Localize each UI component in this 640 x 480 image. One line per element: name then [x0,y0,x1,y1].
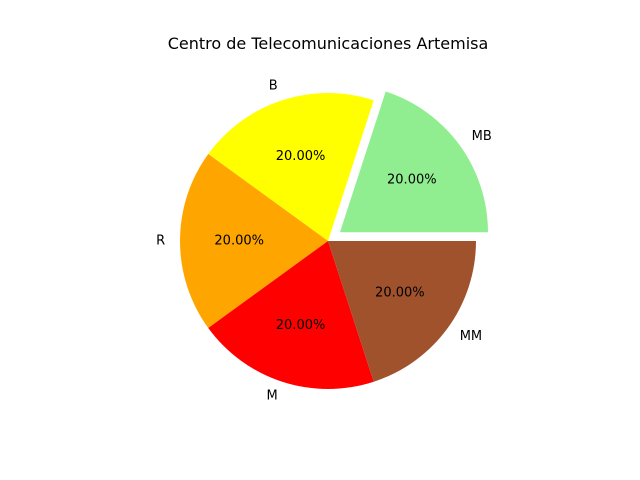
percent-label-mb: 20.00% [387,173,437,188]
pie-slice-mb [339,91,488,233]
percent-label-mm: 20.00% [375,286,425,301]
pie-slice-m [208,241,374,390]
category-label-mb: MB [472,129,492,144]
percent-label-m: 20.00% [276,318,326,333]
pie-slices [180,91,488,390]
pie-labels: MB 20.00% B 20.00% R 20.00% M 20.00% MM 20.00% [156,79,492,404]
pie-slice-b [208,92,374,241]
category-label-m: M [266,388,277,403]
pie-slice-r [180,154,328,328]
chart-title: Centro de Telecomunicaciones Artemisa [168,34,489,53]
category-label-mm: MM [460,329,482,344]
category-label-r: R [156,234,165,249]
percent-label-b: 20.00% [276,149,326,164]
pie-slice-mm [328,241,476,382]
category-label-b: B [269,79,278,94]
percent-label-r: 20.00% [214,234,264,249]
